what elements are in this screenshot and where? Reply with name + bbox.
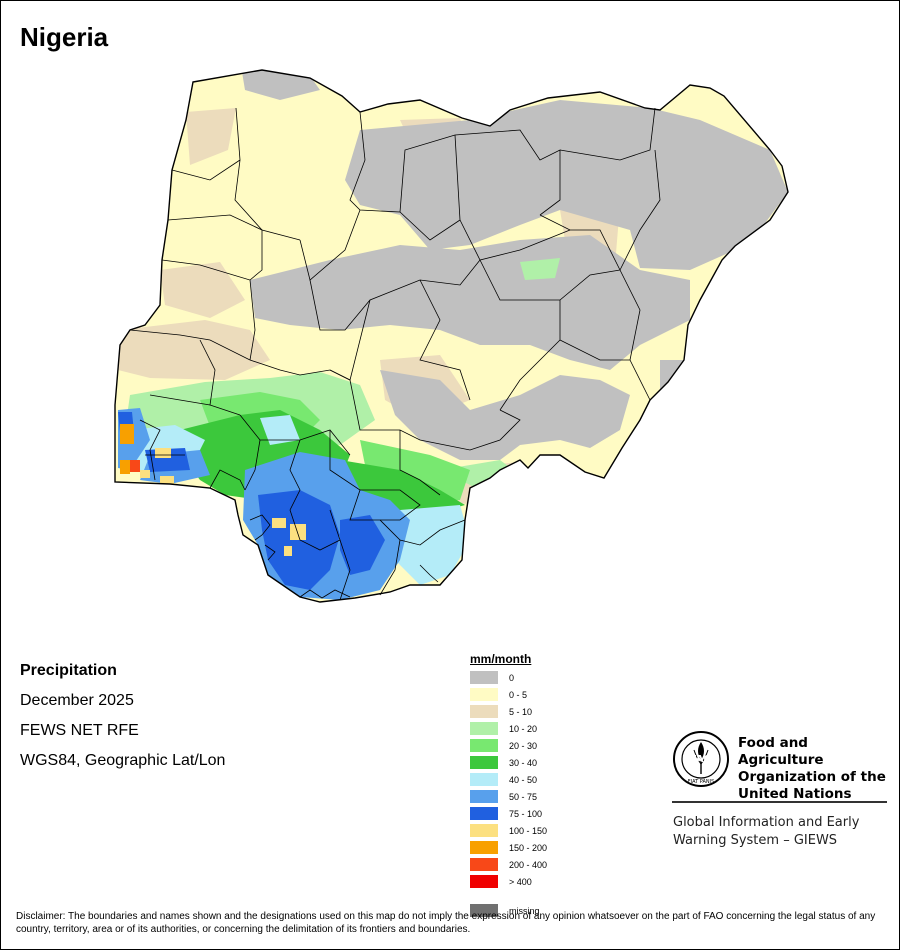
legend-label: 200 - 400 [509, 859, 548, 870]
legend-swatch [470, 875, 498, 888]
legend-label: 0 [509, 672, 515, 683]
legend-label: 0 - 5 [509, 689, 528, 700]
legend-label: 20 - 30 [509, 740, 538, 751]
legend-swatch [470, 722, 498, 735]
legend-item: 0 - 5 [470, 686, 547, 703]
period-label: December 2025 [20, 692, 134, 709]
legend-swatch [470, 807, 498, 820]
legend-title: mm/month [470, 652, 532, 666]
legend-swatch [470, 858, 498, 871]
fao-emblem-text: FAO [690, 754, 712, 765]
legend-item: 150 - 200 [470, 839, 547, 856]
legend-swatch [470, 790, 498, 803]
map-title: Nigeria [20, 22, 109, 52]
legend-item: 30 - 40 [470, 754, 547, 771]
rain-zone-150-200 [120, 424, 134, 474]
legend-swatch [470, 688, 498, 701]
fao-emblem-icon: FAO FIAT PANIS [673, 731, 729, 787]
legend-swatch [470, 705, 498, 718]
legend-label: 50 - 75 [509, 791, 538, 802]
source-label: FEWS NET RFE [20, 722, 139, 739]
projection-label: WGS84, Geographic Lat/Lon [20, 752, 226, 769]
legend-item: 10 - 20 [470, 720, 547, 737]
legend-label: 100 - 150 [509, 825, 548, 836]
legend-item: > 400 [470, 873, 547, 890]
fao-motto-text: FIAT PANIS [688, 779, 715, 785]
giews-name: Global Information and Early Warning Sys… [673, 815, 860, 848]
variable-label: Precipitation [20, 662, 117, 679]
legend-label: > 400 [509, 876, 532, 887]
legend-item: 100 - 150 [470, 822, 547, 839]
coastal-creeks [145, 454, 439, 599]
legend-label: 10 - 20 [509, 723, 538, 734]
legend-item: 200 - 400 [470, 856, 547, 873]
rain-zone-100-150 [140, 448, 306, 556]
legend-item: 50 - 75 [470, 788, 547, 805]
legend-swatch [470, 756, 498, 769]
legend-label: 75 - 100 [509, 808, 543, 819]
legend-swatch [470, 841, 498, 854]
legend-item: 75 - 100 [470, 805, 547, 822]
legend-swatch [470, 739, 498, 752]
legend-swatch [470, 824, 498, 837]
disclaimer-text: Disclaimer: The boundaries and names sho… [16, 911, 876, 935]
legend-item: 40 - 50 [470, 771, 547, 788]
legend-item: 0 [470, 669, 547, 686]
legend-swatch [470, 904, 498, 917]
legend-swatch [470, 773, 498, 786]
legend-label: 40 - 50 [509, 774, 538, 785]
nigeria-border [114, 69, 789, 603]
rain-zone-200-400 [130, 460, 140, 472]
fao-organization-name: Food and Agriculture Organization of the… [738, 735, 886, 802]
map-metadata: Precipitation December 2025 FEWS NET RFE… [20, 656, 225, 776]
legend-item: 20 - 30 [470, 737, 547, 754]
legend-label: missing [509, 905, 540, 916]
logo-divider [672, 801, 887, 803]
legend-item: missing [470, 902, 547, 919]
legend-label: 150 - 200 [509, 842, 548, 853]
state-boundaries [129, 107, 661, 601]
legend-swatch [470, 671, 498, 684]
precipitation-legend: mm/month 0 0 - 5 5 - 10 10 - 20 20 - 30 30 - … [470, 652, 547, 919]
legend-item: 5 - 10 [470, 703, 547, 720]
legend-label: 30 - 40 [509, 757, 538, 768]
legend-label: 5 - 10 [509, 706, 533, 717]
rain-zone-0 [240, 70, 788, 460]
